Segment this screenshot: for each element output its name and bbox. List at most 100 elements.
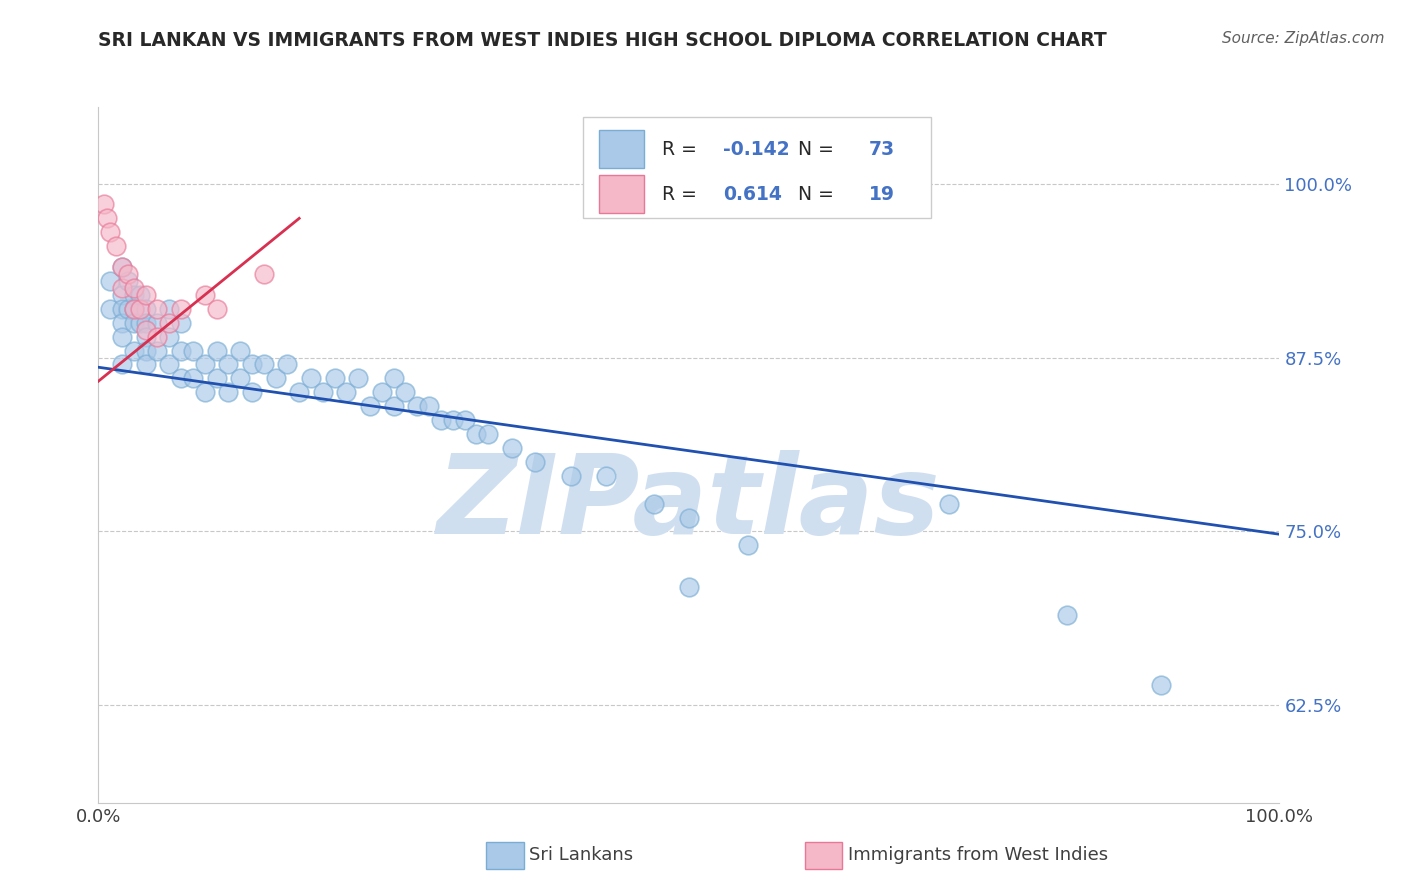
Point	[135, 329, 157, 343]
FancyBboxPatch shape	[486, 842, 523, 869]
Point	[157, 329, 180, 343]
Text: Source: ZipAtlas.com: Source: ZipAtlas.com	[1222, 31, 1385, 46]
Point	[205, 343, 228, 358]
Point	[394, 385, 416, 400]
Point	[146, 316, 169, 330]
Point	[406, 399, 429, 413]
Point	[205, 301, 228, 316]
Point	[135, 323, 157, 337]
Point	[146, 301, 169, 316]
Point	[359, 399, 381, 413]
Point	[441, 413, 464, 427]
Point	[382, 371, 405, 385]
Point	[170, 371, 193, 385]
Point	[229, 343, 252, 358]
Point	[194, 358, 217, 372]
Point	[194, 385, 217, 400]
Point	[1056, 607, 1078, 622]
Point	[122, 301, 145, 316]
Point	[135, 288, 157, 302]
Point	[560, 468, 582, 483]
Point	[111, 329, 134, 343]
Text: Immigrants from West Indies: Immigrants from West Indies	[848, 846, 1108, 864]
Text: 73: 73	[869, 140, 894, 159]
Point	[111, 288, 134, 302]
Point	[111, 260, 134, 274]
Point	[135, 316, 157, 330]
Text: 19: 19	[869, 185, 894, 203]
Point	[111, 260, 134, 274]
Point	[240, 358, 263, 372]
Point	[117, 301, 139, 316]
Point	[264, 371, 287, 385]
Point	[146, 329, 169, 343]
Point	[312, 385, 335, 400]
Point	[122, 288, 145, 302]
Point	[194, 288, 217, 302]
Point	[117, 267, 139, 281]
Point	[643, 497, 665, 511]
Point	[122, 343, 145, 358]
Text: -0.142: -0.142	[723, 140, 790, 159]
Point	[205, 371, 228, 385]
Point	[157, 358, 180, 372]
Point	[122, 301, 145, 316]
Point	[128, 301, 150, 316]
Point	[117, 274, 139, 288]
Point	[111, 301, 134, 316]
Point	[122, 316, 145, 330]
FancyBboxPatch shape	[599, 130, 644, 168]
Point	[111, 316, 134, 330]
Point	[299, 371, 322, 385]
Point	[135, 343, 157, 358]
Text: 0.614: 0.614	[723, 185, 782, 203]
Point	[98, 301, 121, 316]
Point	[128, 288, 150, 302]
Point	[229, 371, 252, 385]
Point	[253, 267, 276, 281]
Point	[217, 385, 239, 400]
Point	[465, 427, 488, 442]
FancyBboxPatch shape	[582, 118, 931, 219]
FancyBboxPatch shape	[599, 176, 644, 213]
Point	[276, 358, 298, 372]
Point	[371, 385, 394, 400]
Point	[678, 580, 700, 594]
Point	[678, 510, 700, 524]
Point	[128, 316, 150, 330]
Text: Sri Lankans: Sri Lankans	[530, 846, 634, 864]
Point	[111, 358, 134, 372]
Point	[111, 281, 134, 295]
Point	[170, 343, 193, 358]
Point	[288, 385, 311, 400]
Point	[157, 316, 180, 330]
Point	[453, 413, 475, 427]
Point	[347, 371, 370, 385]
Point	[93, 197, 115, 211]
Point	[938, 497, 960, 511]
Point	[418, 399, 440, 413]
Text: N =: N =	[786, 185, 839, 203]
Point	[524, 455, 547, 469]
Text: R =: R =	[662, 140, 703, 159]
Point	[98, 225, 121, 239]
Point	[146, 343, 169, 358]
FancyBboxPatch shape	[804, 842, 842, 869]
Text: R =: R =	[662, 185, 703, 203]
Point	[477, 427, 499, 442]
Point	[98, 274, 121, 288]
Point	[181, 343, 204, 358]
Point	[157, 301, 180, 316]
Point	[135, 301, 157, 316]
Point	[217, 358, 239, 372]
Point	[1150, 677, 1173, 691]
Text: SRI LANKAN VS IMMIGRANTS FROM WEST INDIES HIGH SCHOOL DIPLOMA CORRELATION CHART: SRI LANKAN VS IMMIGRANTS FROM WEST INDIE…	[98, 31, 1107, 50]
Point	[170, 301, 193, 316]
Point	[323, 371, 346, 385]
Text: N =: N =	[786, 140, 839, 159]
Point	[181, 371, 204, 385]
Point	[105, 239, 128, 253]
Point	[595, 468, 617, 483]
Point	[430, 413, 453, 427]
Text: ZIPatlas: ZIPatlas	[437, 450, 941, 558]
